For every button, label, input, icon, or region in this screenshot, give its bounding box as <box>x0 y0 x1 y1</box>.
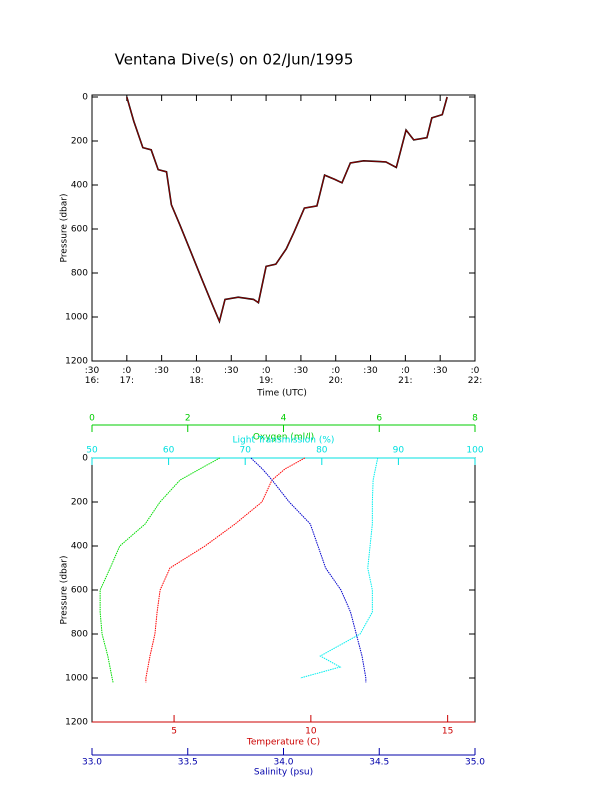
y-tick-label: 600 <box>71 225 88 235</box>
x-tick-label: 60 <box>163 446 175 456</box>
plot-frame <box>91 94 476 362</box>
x-tick-label: 6 <box>376 414 382 424</box>
x-axis-label: Oxygen (ml/l) <box>253 433 314 443</box>
x-tick-label: :0 22: <box>468 366 482 386</box>
dive-trace <box>126 96 448 324</box>
x-tick-label: :30 16: <box>85 366 100 386</box>
y-tick-label: 1000 <box>65 313 88 323</box>
x-tick-label: 34.5 <box>369 758 389 768</box>
x-tick-label: :0 21: <box>398 366 412 386</box>
x-axis-label: Salinity (psu) <box>254 768 313 778</box>
x-tick-label: :30 <box>224 366 239 376</box>
x-tick-label: 70 <box>239 446 251 456</box>
y-tick-label: 200 <box>71 137 88 147</box>
x-axis-label: Light Transmission (%) <box>233 436 335 446</box>
x-tick-label: 15 <box>442 727 453 737</box>
y-tick-label: 400 <box>71 181 88 191</box>
x-tick-label: 0 <box>89 414 95 424</box>
x-tick-label: :30 <box>154 366 169 376</box>
profile-trace <box>300 457 379 679</box>
x-axis-label: Time (UTC) <box>256 389 307 399</box>
x-tick-label: :30 <box>433 366 448 376</box>
y-axis-label: Pressure (dbar) <box>60 556 70 625</box>
x-tick-label: 35.0 <box>465 758 485 768</box>
x-tick-label: 4 <box>281 414 287 424</box>
x-tick-label: :0 17: <box>120 366 134 386</box>
y-tick-label: 800 <box>71 630 88 640</box>
y-tick-label: 400 <box>71 542 88 552</box>
y-tick-label: 0 <box>82 93 88 103</box>
x-tick-label: :0 18: <box>189 366 203 386</box>
plot-frame <box>91 457 476 723</box>
y-tick-label: 0 <box>82 454 88 464</box>
x-tick-label: :30 <box>363 366 378 376</box>
x-tick-label: :30 <box>294 366 309 376</box>
x-tick-label: :0 19: <box>259 366 273 386</box>
x-tick-label: 2 <box>185 414 191 424</box>
y-axis-label: Pressure (dbar) <box>60 194 70 263</box>
x-tick-label: 50 <box>86 446 98 456</box>
y-tick-label: 600 <box>71 586 88 596</box>
x-tick-label: 8 <box>472 414 478 424</box>
y-tick-label: 1200 <box>65 718 88 728</box>
x-tick-label: 5 <box>171 727 177 737</box>
y-tick-label: 1200 <box>65 357 88 367</box>
x-tick-label: 80 <box>316 446 328 456</box>
x-tick-label: 100 <box>466 446 483 456</box>
y-tick-label: 800 <box>71 269 88 279</box>
x-axis-label: Temperature (C) <box>246 738 320 748</box>
profile-trace <box>99 457 221 683</box>
x-tick-label: 34.0 <box>273 758 293 768</box>
x-tick-label: :0 20: <box>328 366 342 386</box>
dive-trace <box>126 96 448 323</box>
x-tick-label: 10 <box>305 727 317 737</box>
y-tick-label: 200 <box>71 498 88 508</box>
x-tick-label: 33.5 <box>178 758 198 768</box>
x-tick-label: 90 <box>393 446 405 456</box>
x-tick-label: 33.0 <box>82 758 102 768</box>
y-tick-label: 1000 <box>65 674 88 684</box>
chart-title: Ventana Dive(s) on 02/Jun/1995 <box>115 51 354 69</box>
profile-trace <box>250 457 367 683</box>
